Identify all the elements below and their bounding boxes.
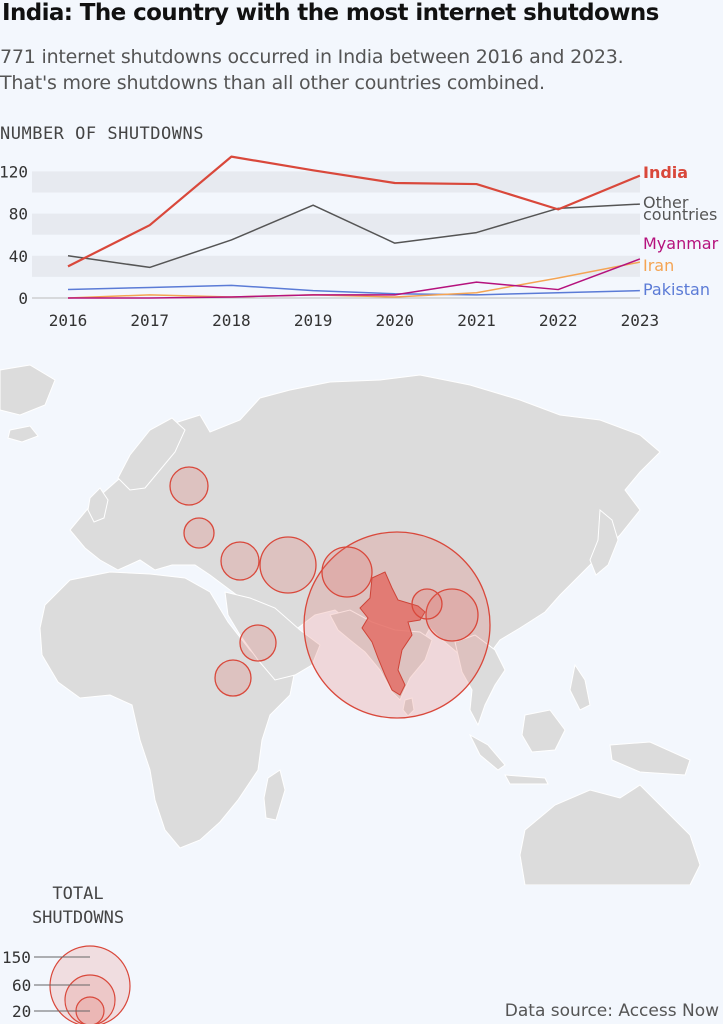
series-label-india-part-0: India: [643, 163, 688, 182]
series-label-pakistan: Pakistan: [643, 280, 710, 299]
page-subtitle: 771 internet shutdowns occurred in India…: [0, 44, 624, 96]
x-tick-2023: 2023: [621, 311, 660, 330]
land-africa: [39, 571, 296, 849]
grid-band-1: [32, 213, 640, 235]
line-chart: 0 40 80 120 2016 2017 2018 2019 2020 2021 2022 202…: [0, 155, 719, 330]
series-label-myanmar: Myanmar: [643, 234, 719, 253]
x-tick-2020: 2020: [376, 311, 415, 330]
y-tick-80: 80: [9, 205, 28, 224]
series-label-other-countries-part-0: Other: [643, 193, 689, 212]
land-borneo: [521, 709, 566, 753]
size-legend-circle-60: [64, 974, 116, 1024]
series-label-pakistan-part-0: Pakistan: [643, 280, 710, 299]
size-legend-value-60: 60: [12, 976, 31, 995]
series-label-other-countries: Other countries: [643, 193, 717, 224]
size-legend-title-line-1: TOTAL: [52, 884, 104, 904]
y-tick-40: 40: [9, 247, 28, 266]
subtitle-line-1: 771 internet shutdowns occurred in India…: [0, 46, 624, 68]
bubble-pakistan: [321, 546, 373, 598]
land-scandinavia: [117, 417, 186, 491]
x-tick-labels: 2016 2017 2018 2019 2020 2021 2022 2023: [49, 311, 659, 330]
y-axis-label: NUMBER OF SHUTDOWNS: [0, 124, 204, 144]
bubble-iraq: [220, 541, 260, 581]
country-highlight: [359, 571, 426, 696]
bubble-myanmar: [425, 588, 479, 642]
size-legend-value-20: 20: [12, 1002, 31, 1021]
y-tick-0: 0: [18, 289, 28, 308]
land-britain: [87, 487, 109, 523]
grid-band-0: [32, 255, 640, 277]
series-labels: India Other countries Myanmar Iran Pakistan: [643, 163, 719, 299]
y-tick-120: 120: [0, 162, 28, 181]
x-tick-2016: 2016: [49, 311, 88, 330]
land-sumatra: [468, 733, 506, 771]
size-legend-values: 150 60 20: [2, 948, 31, 1021]
x-tick-2021: 2021: [457, 311, 496, 330]
bubble-iran: [259, 536, 317, 594]
x-tick-2022: 2022: [539, 311, 578, 330]
land-sri-lanka: [402, 697, 415, 717]
size-legend-title: TOTAL SHUTDOWNS: [30, 882, 126, 930]
series-label-myanmar-part-0: Myanmar: [643, 234, 719, 253]
bubble-sudan: [214, 659, 252, 697]
land-philippines: [569, 663, 591, 711]
x-tick-2018: 2018: [212, 311, 251, 330]
land-madagascar: [263, 769, 286, 821]
y-tick-labels: 0 40 80 120: [0, 162, 28, 308]
size-legend-value-150: 150: [2, 948, 31, 967]
series-line-pakistan: [67, 284, 640, 296]
land-iceland: [7, 425, 39, 443]
bubble-turkey: [183, 517, 215, 549]
world-map: [0, 364, 701, 885]
size-legend-leaders: [34, 956, 90, 1012]
series-label-other-countries-part-1: countries: [643, 205, 717, 224]
land-eurasia: [69, 374, 661, 697]
series-line-myanmar: [68, 258, 641, 299]
series-line-iran: [67, 261, 641, 299]
subtitle-line-2: That's more shutdowns than all other cou…: [0, 72, 545, 94]
size-legend-title-line-2: SHUTDOWNS: [31, 908, 125, 928]
series-label-iran: Iran: [643, 256, 674, 275]
series-label-india: India: [643, 163, 688, 182]
series-line-india: [67, 155, 641, 268]
land-new-guinea: [609, 741, 691, 776]
size-legend: 150 60 20: [2, 945, 131, 1024]
series-lines: [67, 155, 641, 299]
x-tick-2019: 2019: [294, 311, 333, 330]
bubble-bangladesh: [411, 588, 443, 620]
bubble-india: [303, 531, 491, 719]
land-masses: [0, 364, 701, 885]
bubble-ethiopia: [239, 624, 277, 662]
land-java: [504, 774, 549, 785]
data-source: Data source: Access Now: [504, 1001, 719, 1021]
land-australia: [519, 784, 701, 885]
bubble-ukraine: [169, 466, 209, 506]
india-shape: [359, 571, 426, 696]
shutdown-bubbles: [169, 466, 491, 719]
land-arabia: [224, 591, 321, 681]
series-line-other-countries: [67, 203, 640, 269]
land-greenland: [0, 364, 56, 416]
land-japan: [589, 508, 619, 576]
x-tick-2017: 2017: [130, 311, 169, 330]
page-title: India: The country with the most interne…: [2, 0, 659, 26]
series-label-iran-part-0: Iran: [643, 256, 674, 275]
